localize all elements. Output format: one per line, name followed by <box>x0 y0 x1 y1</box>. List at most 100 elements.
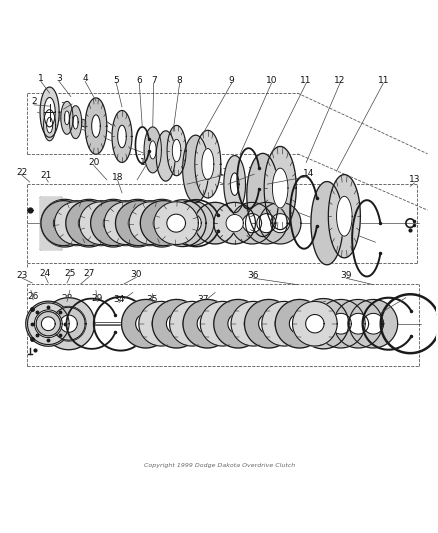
Polygon shape <box>28 303 69 344</box>
Polygon shape <box>138 301 183 346</box>
Polygon shape <box>116 214 134 233</box>
Polygon shape <box>78 200 124 246</box>
Text: 36: 36 <box>247 271 258 280</box>
Polygon shape <box>43 110 56 141</box>
Polygon shape <box>154 202 198 245</box>
Polygon shape <box>41 199 88 247</box>
Polygon shape <box>194 130 220 198</box>
Polygon shape <box>168 200 213 246</box>
Polygon shape <box>73 115 78 129</box>
Polygon shape <box>41 200 86 246</box>
Polygon shape <box>298 298 348 349</box>
Text: 14: 14 <box>302 169 313 178</box>
Polygon shape <box>156 150 186 156</box>
Polygon shape <box>44 98 55 127</box>
Polygon shape <box>34 310 62 337</box>
Polygon shape <box>67 214 85 232</box>
Text: 20: 20 <box>88 158 99 167</box>
Polygon shape <box>201 149 213 180</box>
Polygon shape <box>101 211 125 235</box>
Polygon shape <box>40 87 59 138</box>
Text: 35: 35 <box>146 295 158 304</box>
Polygon shape <box>78 213 99 233</box>
Polygon shape <box>117 125 126 148</box>
Polygon shape <box>85 98 106 154</box>
Polygon shape <box>66 200 111 246</box>
Text: 11: 11 <box>300 76 311 85</box>
Polygon shape <box>264 147 296 230</box>
Text: 28: 28 <box>61 294 72 303</box>
Polygon shape <box>171 212 193 234</box>
Polygon shape <box>61 101 73 134</box>
Text: 25: 25 <box>64 269 75 278</box>
Text: 3: 3 <box>56 74 62 83</box>
Text: 37: 37 <box>197 295 208 304</box>
Polygon shape <box>159 200 205 247</box>
Polygon shape <box>347 313 368 334</box>
Polygon shape <box>60 315 77 333</box>
Text: 4: 4 <box>82 74 88 83</box>
Polygon shape <box>26 301 71 346</box>
Polygon shape <box>46 117 53 133</box>
Text: 34: 34 <box>113 295 124 304</box>
Text: 30: 30 <box>130 270 142 279</box>
Polygon shape <box>65 199 113 247</box>
Polygon shape <box>64 111 69 125</box>
Polygon shape <box>182 135 208 203</box>
Polygon shape <box>53 211 77 235</box>
Polygon shape <box>183 300 231 348</box>
Polygon shape <box>259 203 300 244</box>
Polygon shape <box>213 203 255 244</box>
Polygon shape <box>39 197 61 249</box>
Polygon shape <box>128 213 148 233</box>
Polygon shape <box>102 200 148 246</box>
Polygon shape <box>54 202 97 245</box>
Polygon shape <box>141 214 160 232</box>
Polygon shape <box>213 300 261 348</box>
Polygon shape <box>156 131 175 181</box>
Polygon shape <box>244 300 292 348</box>
Polygon shape <box>258 313 278 334</box>
Polygon shape <box>152 300 200 348</box>
Text: 5: 5 <box>113 76 119 85</box>
Polygon shape <box>166 313 186 334</box>
Polygon shape <box>226 214 243 232</box>
Polygon shape <box>274 314 293 333</box>
Polygon shape <box>42 298 95 350</box>
Polygon shape <box>305 314 323 333</box>
Text: 39: 39 <box>339 271 351 280</box>
Polygon shape <box>135 313 155 334</box>
Polygon shape <box>200 301 244 346</box>
Polygon shape <box>292 301 336 346</box>
Text: 12: 12 <box>334 76 345 85</box>
Polygon shape <box>140 214 159 233</box>
Polygon shape <box>348 300 397 348</box>
Text: Copyright 1999 Dodge Dakota Overdrive Clutch: Copyright 1999 Dodge Dakota Overdrive Cl… <box>144 463 294 469</box>
Polygon shape <box>89 199 137 247</box>
Polygon shape <box>194 203 236 244</box>
Polygon shape <box>310 182 342 265</box>
Polygon shape <box>328 175 360 258</box>
Polygon shape <box>104 202 148 245</box>
Polygon shape <box>362 313 383 334</box>
Polygon shape <box>152 314 170 333</box>
Text: 13: 13 <box>408 175 419 184</box>
Text: 1: 1 <box>38 74 44 83</box>
Polygon shape <box>242 214 261 233</box>
Polygon shape <box>59 112 94 130</box>
Text: 27: 27 <box>84 269 95 278</box>
Polygon shape <box>129 202 173 245</box>
Text: 23: 23 <box>17 271 28 280</box>
Text: 3: 3 <box>60 102 66 111</box>
Polygon shape <box>115 200 161 246</box>
Polygon shape <box>169 301 214 346</box>
Text: 18: 18 <box>112 173 123 182</box>
Polygon shape <box>92 214 110 232</box>
Polygon shape <box>52 307 85 340</box>
Text: 9: 9 <box>228 76 234 85</box>
Polygon shape <box>223 156 245 213</box>
Text: 8: 8 <box>177 76 182 85</box>
Polygon shape <box>166 214 185 232</box>
Polygon shape <box>182 314 201 333</box>
Polygon shape <box>90 200 136 246</box>
